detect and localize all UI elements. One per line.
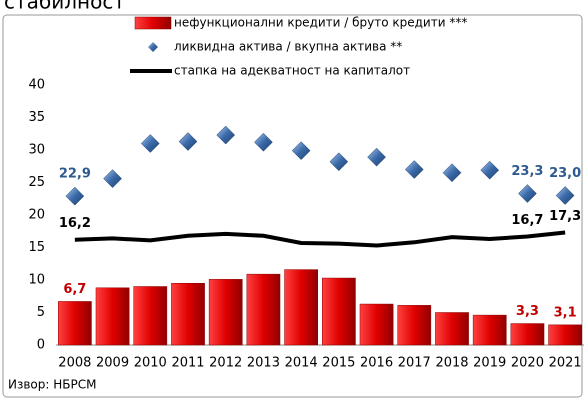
value-label: 22,9 bbox=[59, 167, 91, 182]
x-tick-label: 2015 bbox=[322, 356, 355, 371]
frame bbox=[2, 14, 583, 398]
y-tick-label: 25 bbox=[28, 175, 45, 190]
x-tick-label: 2018 bbox=[435, 356, 468, 371]
bar bbox=[548, 324, 582, 346]
x-tick-label: 2009 bbox=[96, 356, 129, 371]
x-tick-label: 2011 bbox=[171, 356, 204, 371]
diamond bbox=[404, 160, 424, 179]
bar bbox=[208, 279, 243, 346]
legend-label: нефункционални кредити / бруто кредити *… bbox=[174, 16, 467, 30]
value-label: 17,3 bbox=[549, 209, 581, 224]
x-tick-label: 2020 bbox=[511, 356, 544, 371]
y-tick-label: 40 bbox=[28, 78, 45, 93]
diamond bbox=[518, 184, 537, 203]
bar bbox=[284, 269, 318, 346]
x-tick-label: 2019 bbox=[473, 356, 506, 371]
diamond bbox=[555, 186, 575, 205]
bar bbox=[472, 314, 507, 346]
diamond bbox=[103, 169, 122, 188]
diamond bbox=[140, 134, 160, 153]
y-tick-label: 15 bbox=[28, 240, 45, 255]
bar bbox=[246, 273, 281, 346]
y-tick-label: 35 bbox=[28, 110, 45, 125]
legend-swatch bbox=[148, 42, 158, 52]
x-tick-label: 2010 bbox=[134, 356, 167, 371]
diamond bbox=[178, 132, 198, 151]
diamond bbox=[254, 132, 273, 152]
bar bbox=[133, 286, 168, 346]
legend-label: ликвидна актива / вкупна актива ** bbox=[174, 40, 402, 54]
bar bbox=[171, 283, 205, 346]
diamond bbox=[291, 141, 311, 161]
value-label: 6,7 bbox=[63, 282, 86, 297]
x-tick-label: 2008 bbox=[58, 356, 91, 371]
diamond bbox=[480, 160, 500, 180]
y-tick-label: 30 bbox=[28, 143, 45, 158]
chart-title: стабилност bbox=[4, 0, 125, 14]
x-tick-label: 2016 bbox=[360, 356, 393, 371]
bar bbox=[397, 305, 432, 346]
diamond bbox=[329, 152, 349, 172]
x-tick-label: 2017 bbox=[398, 356, 431, 371]
y-tick-label: 20 bbox=[28, 208, 45, 223]
bar bbox=[58, 301, 92, 346]
bar bbox=[359, 303, 394, 346]
x-tick-label: 2021 bbox=[549, 356, 582, 371]
diamond bbox=[367, 147, 386, 167]
diamond bbox=[65, 186, 85, 206]
bar bbox=[435, 312, 469, 346]
diamond bbox=[442, 163, 462, 183]
y-tick-label: 0 bbox=[37, 338, 45, 353]
y-tick-label: 10 bbox=[28, 273, 45, 288]
legend-swatch bbox=[134, 16, 172, 30]
value-label: 16,2 bbox=[59, 216, 91, 231]
value-label: 23,3 bbox=[511, 164, 543, 179]
bar bbox=[322, 277, 356, 346]
line bbox=[74, 230, 566, 248]
y-tick-label: 5 bbox=[37, 305, 45, 320]
bar bbox=[510, 323, 545, 346]
value-label: 23,0 bbox=[549, 166, 581, 181]
x-tick-label: 2012 bbox=[209, 356, 242, 371]
diamond bbox=[216, 125, 236, 145]
source: Извор: НБРСМ bbox=[8, 378, 96, 392]
value-label: 3,3 bbox=[516, 304, 539, 319]
legend-label: стапка на адекватност на капиталот bbox=[174, 64, 410, 78]
bar bbox=[95, 287, 130, 346]
value-label: 16,7 bbox=[511, 213, 543, 228]
x-tick-label: 2014 bbox=[285, 356, 318, 371]
value-label: 3,1 bbox=[554, 305, 577, 320]
x-tick-label: 2013 bbox=[247, 356, 280, 371]
